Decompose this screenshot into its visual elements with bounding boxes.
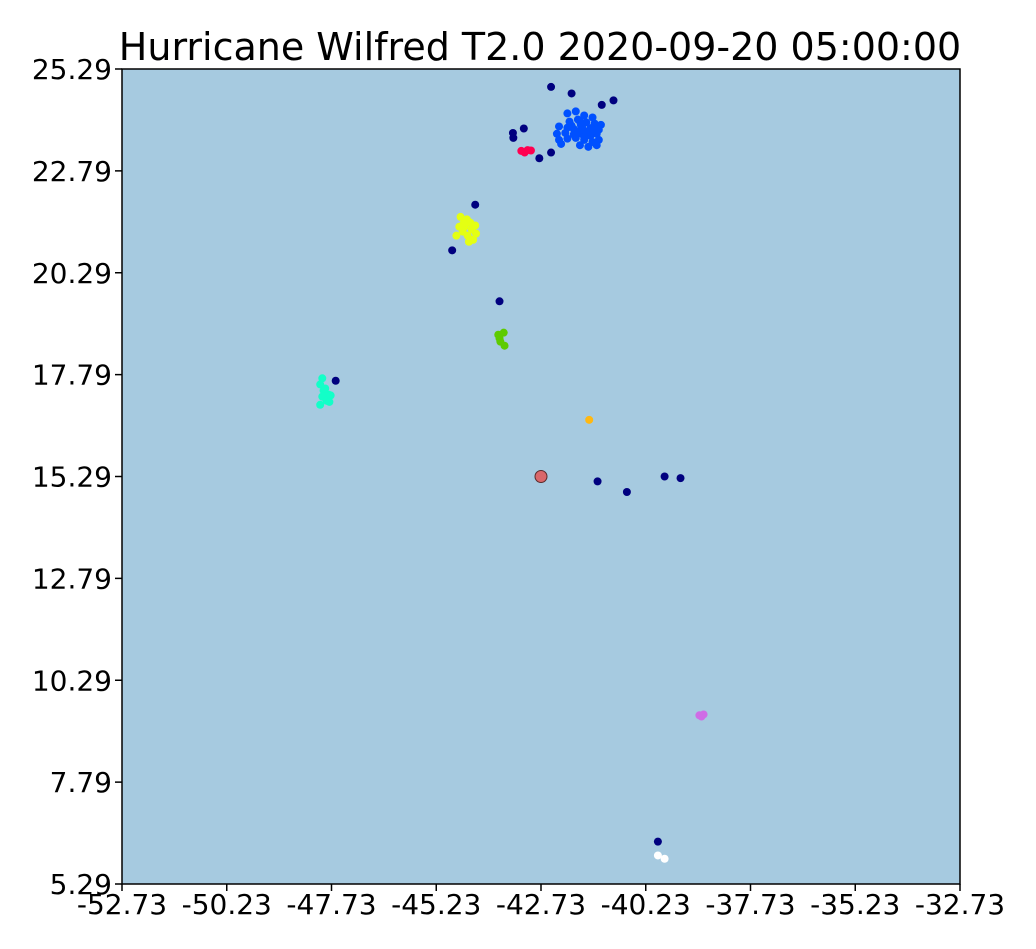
data-point — [609, 96, 618, 105]
data-point — [567, 121, 576, 130]
data-point — [526, 146, 535, 155]
data-point — [653, 851, 662, 860]
data-point — [592, 141, 601, 150]
y-tick-label: 22.79 — [32, 155, 112, 188]
data-point — [573, 127, 582, 136]
data-point — [535, 154, 544, 163]
data-point — [520, 148, 529, 157]
data-point — [653, 837, 662, 846]
data-point — [555, 122, 564, 131]
data-point — [495, 297, 504, 306]
data-point — [593, 477, 602, 486]
data-point — [697, 712, 706, 721]
data-point — [325, 397, 334, 406]
data-point — [547, 82, 556, 91]
data-point — [326, 391, 335, 400]
storm-center — [534, 470, 548, 483]
data-point — [463, 231, 472, 240]
data-point — [500, 341, 509, 350]
data-point — [448, 246, 457, 255]
data-point — [495, 334, 504, 343]
data-point — [557, 139, 566, 148]
data-point — [597, 100, 606, 109]
data-point — [622, 487, 631, 496]
y-tick-label: 25.29 — [32, 53, 112, 86]
data-point — [456, 212, 465, 221]
data-point — [660, 854, 669, 863]
data-point — [499, 328, 508, 337]
y-tick-label: 17.79 — [32, 359, 112, 392]
data-point — [331, 376, 340, 385]
x-tick-label: -35.23 — [810, 888, 900, 921]
data-point — [571, 107, 580, 116]
y-tick-label: 12.79 — [32, 562, 112, 595]
x-axis: -52.73 -50.23 -47.73 -45.23 -42.73 -40.23 -37.… — [77, 884, 1005, 921]
data-point — [321, 384, 330, 393]
x-tick-label: -42.73 — [496, 888, 586, 921]
data-point — [588, 113, 597, 122]
x-tick-label: -47.73 — [286, 888, 376, 921]
data-point — [567, 89, 576, 98]
data-point — [471, 200, 480, 209]
data-point — [563, 134, 572, 143]
data-point — [455, 222, 464, 231]
data-points — [316, 82, 708, 863]
data-point — [571, 133, 580, 142]
y-tick-label: 7.79 — [50, 766, 112, 799]
x-tick-label: -45.23 — [391, 888, 481, 921]
data-point — [660, 472, 669, 481]
data-point — [576, 120, 585, 129]
y-tick-label: 10.29 — [32, 664, 112, 697]
data-point — [472, 229, 481, 238]
data-point — [509, 133, 518, 142]
y-tick-label: 20.29 — [32, 257, 112, 290]
x-tick-label: -40.23 — [601, 888, 691, 921]
y-tick-label: 5.29 — [50, 868, 112, 901]
data-point — [584, 142, 593, 151]
chart-title: Hurricane Wilfred T2.0 2020-09-20 05:00:… — [119, 25, 961, 69]
x-tick-label: -37.73 — [705, 888, 795, 921]
x-tick-label: -52.73 — [77, 888, 167, 921]
data-point — [563, 109, 572, 118]
x-tick-label: -50.23 — [182, 888, 272, 921]
data-point — [519, 124, 528, 133]
data-point — [547, 148, 556, 157]
data-point — [318, 374, 327, 383]
data-point — [464, 237, 473, 246]
y-axis: 5.29 7.79 10.29 12.79 15.29 17.79 20.29 22.79 25… — [32, 53, 122, 901]
data-point — [452, 231, 461, 240]
data-point — [590, 126, 599, 135]
data-point — [471, 221, 480, 230]
y-tick-label: 15.29 — [32, 461, 112, 494]
data-point — [316, 400, 325, 409]
data-point — [676, 474, 685, 483]
x-tick-label: -32.73 — [915, 888, 1005, 921]
data-point — [575, 141, 584, 150]
storm-center-marker — [534, 470, 548, 483]
data-point — [580, 111, 589, 120]
data-point — [552, 129, 561, 138]
data-point — [585, 415, 594, 424]
data-point — [580, 133, 589, 142]
